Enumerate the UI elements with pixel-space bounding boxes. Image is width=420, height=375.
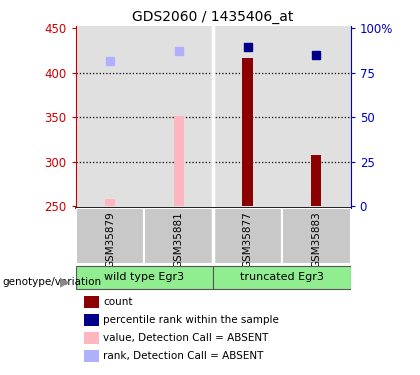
Text: truncated Egr3: truncated Egr3	[240, 272, 324, 282]
Text: GSM35881: GSM35881	[174, 211, 184, 268]
Bar	[213, 208, 282, 264]
Bar	[144, 208, 213, 264]
Bar	[173, 116, 184, 206]
Text: GSM35883: GSM35883	[311, 211, 321, 268]
Text: genotype/variation: genotype/variation	[2, 277, 101, 287]
Bar	[282, 26, 351, 208]
Text: percentile rank within the sample: percentile rank within the sample	[103, 315, 279, 325]
Bar	[144, 26, 213, 208]
Title: GDS2060 / 1435406_at: GDS2060 / 1435406_at	[132, 10, 294, 24]
Text: wild type Egr3: wild type Egr3	[104, 272, 184, 282]
Bar	[76, 266, 213, 290]
Bar	[213, 266, 351, 290]
Text: GSM35877: GSM35877	[242, 211, 252, 268]
Bar	[311, 154, 321, 206]
Bar	[76, 26, 144, 208]
Bar	[213, 26, 282, 208]
Text: GSM35879: GSM35879	[105, 211, 115, 268]
Bar	[76, 208, 144, 264]
Text: ▶: ▶	[60, 276, 69, 288]
Text: value, Detection Call = ABSENT: value, Detection Call = ABSENT	[103, 333, 268, 343]
Text: count: count	[103, 297, 132, 307]
Bar	[242, 58, 253, 206]
Bar	[282, 208, 351, 264]
Bar	[105, 199, 115, 206]
Text: rank, Detection Call = ABSENT: rank, Detection Call = ABSENT	[103, 351, 263, 361]
